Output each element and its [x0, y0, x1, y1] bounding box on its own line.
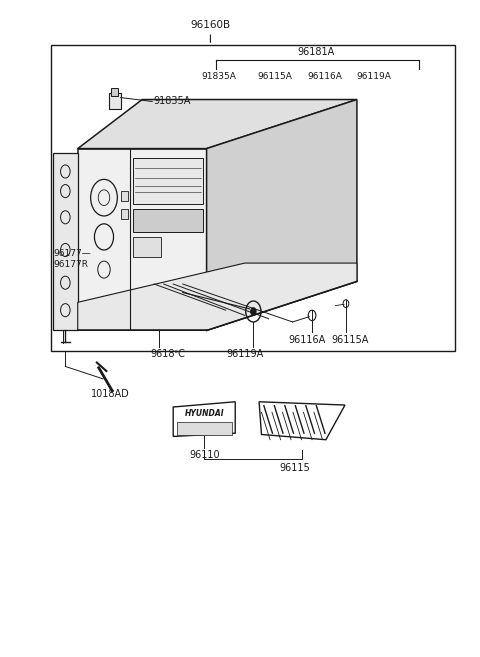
Text: 96116A: 96116A	[308, 72, 342, 81]
Text: 96115: 96115	[279, 463, 310, 472]
Polygon shape	[78, 263, 357, 330]
Text: 96110: 96110	[189, 449, 219, 459]
Text: 96177R: 96177R	[53, 260, 88, 269]
Bar	[51, 45, 455, 351]
Polygon shape	[206, 99, 357, 330]
Text: 96177—: 96177—	[53, 249, 91, 258]
Bar	[132, 237, 161, 256]
Bar	[120, 209, 128, 219]
Bar	[111, 89, 118, 97]
Text: 96116A: 96116A	[288, 335, 325, 345]
Text: HYUNDAI: HYUNDAI	[184, 409, 224, 418]
Polygon shape	[78, 99, 357, 148]
Text: 96115A: 96115A	[331, 335, 369, 345]
Text: 91835A: 91835A	[201, 72, 236, 81]
Text: 96115A: 96115A	[257, 72, 292, 81]
Bar	[132, 209, 203, 232]
Text: 96160B: 96160B	[191, 20, 230, 30]
Text: 96119A: 96119A	[356, 72, 391, 81]
Bar	[177, 422, 232, 435]
Bar	[109, 93, 120, 109]
Bar	[120, 191, 128, 201]
Polygon shape	[78, 148, 206, 330]
Text: 96119A: 96119A	[226, 350, 264, 359]
Polygon shape	[53, 153, 78, 330]
Text: 96181A: 96181A	[298, 47, 335, 57]
Text: 9618ᶜC: 9618ᶜC	[150, 350, 185, 359]
Polygon shape	[259, 402, 345, 440]
Circle shape	[251, 307, 256, 315]
Polygon shape	[173, 402, 235, 436]
Bar	[132, 158, 203, 204]
Text: 91835A: 91835A	[153, 97, 191, 106]
Text: 1018AD: 1018AD	[91, 389, 130, 399]
